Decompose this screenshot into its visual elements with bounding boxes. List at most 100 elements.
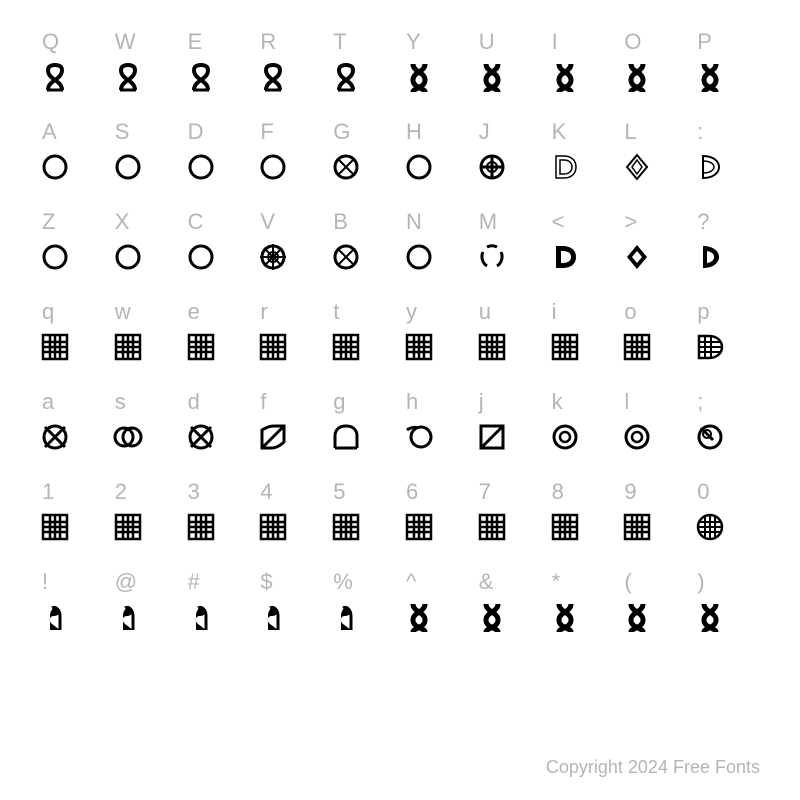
char-label: y [400, 294, 473, 330]
char-label: r [254, 294, 327, 330]
char-label: h [400, 384, 473, 420]
char-label: B [327, 204, 400, 240]
glyph-weave [473, 510, 546, 564]
char-label: D [182, 114, 255, 150]
char-label: ) [691, 564, 764, 600]
char-label: 7 [473, 474, 546, 510]
glyph-ring [400, 150, 473, 204]
glyph-ribbon [327, 600, 400, 654]
char-label: M [473, 204, 546, 240]
glyph-arch [327, 420, 400, 474]
char-label: 9 [618, 474, 691, 510]
char-label: f [254, 384, 327, 420]
glyph-twist [254, 60, 327, 114]
glyph-braid [400, 600, 473, 654]
glyph-ring [400, 240, 473, 294]
char-label: : [691, 114, 764, 150]
char-label: o [618, 294, 691, 330]
char-label: Y [400, 24, 473, 60]
char-label: @ [109, 564, 182, 600]
char-label: H [400, 114, 473, 150]
char-label: i [546, 294, 619, 330]
char-label: Q [36, 24, 109, 60]
glyph-weave [618, 510, 691, 564]
glyph-eye [546, 420, 619, 474]
char-label: S [109, 114, 182, 150]
glyph-ribbon [109, 600, 182, 654]
char-label: 1 [36, 474, 109, 510]
glyph-twist [36, 60, 109, 114]
glyph-weave [109, 330, 182, 384]
glyph-weave [36, 510, 109, 564]
glyph-ringknot [327, 240, 400, 294]
character-map-grid: QWERTYUIOPASDFGHJKL:ZXCVBNM<>?qwertyuiop… [36, 24, 764, 654]
glyph-weave [618, 330, 691, 384]
glyph-knot [36, 420, 109, 474]
glyph-ring [182, 240, 255, 294]
glyph-braid [473, 600, 546, 654]
glyph-weave [182, 510, 255, 564]
glyph-twist [327, 60, 400, 114]
glyph-d-solid [546, 240, 619, 294]
glyph-weave [36, 330, 109, 384]
char-label: k [546, 384, 619, 420]
char-label: 4 [254, 474, 327, 510]
char-label: K [546, 114, 619, 150]
char-label: < [546, 204, 619, 240]
char-label: $ [254, 564, 327, 600]
glyph-weave-d [691, 330, 764, 384]
glyph-ring [36, 150, 109, 204]
char-label: ^ [400, 564, 473, 600]
char-label: J [473, 114, 546, 150]
char-label: l [618, 384, 691, 420]
glyph-shield [473, 150, 546, 204]
glyph-weave [400, 510, 473, 564]
copyright-text: Copyright 2024 Free Fonts [546, 757, 760, 778]
char-label: L [618, 114, 691, 150]
glyph-weave [182, 330, 255, 384]
glyph-braid [691, 60, 764, 114]
char-label: ; [691, 384, 764, 420]
char-label: # [182, 564, 255, 600]
char-label: 3 [182, 474, 255, 510]
char-label: u [473, 294, 546, 330]
glyph-knot [182, 420, 255, 474]
glyph-eye [618, 420, 691, 474]
char-label: q [36, 294, 109, 330]
glyph-twist [109, 60, 182, 114]
char-label: W [109, 24, 182, 60]
char-label: ! [36, 564, 109, 600]
glyph-d-half [691, 150, 764, 204]
char-label: 5 [327, 474, 400, 510]
char-label: P [691, 24, 764, 60]
glyph-ribbon [36, 600, 109, 654]
glyph-weave-c [691, 510, 764, 564]
char-label: e [182, 294, 255, 330]
char-label: > [618, 204, 691, 240]
glyph-braid [473, 60, 546, 114]
char-label: F [254, 114, 327, 150]
glyph-braid [546, 600, 619, 654]
glyph-braid [618, 600, 691, 654]
glyph-c-ring [400, 420, 473, 474]
char-label: g [327, 384, 400, 420]
glyph-ring [254, 150, 327, 204]
char-label: & [473, 564, 546, 600]
char-label: Z [36, 204, 109, 240]
glyph-ring [109, 150, 182, 204]
char-label: E [182, 24, 255, 60]
char-label: a [36, 384, 109, 420]
char-label: d [182, 384, 255, 420]
char-label: * [546, 564, 619, 600]
glyph-ring [182, 150, 255, 204]
char-label: ? [691, 204, 764, 240]
glyph-braid [691, 600, 764, 654]
glyph-weave [109, 510, 182, 564]
glyph-d-half-solid [691, 240, 764, 294]
char-label: ( [618, 564, 691, 600]
glyph-leaf [254, 420, 327, 474]
glyph-broken-ring [473, 240, 546, 294]
glyph-weave [546, 510, 619, 564]
glyph-diamond-outline [618, 150, 691, 204]
glyph-ringknot [327, 150, 400, 204]
